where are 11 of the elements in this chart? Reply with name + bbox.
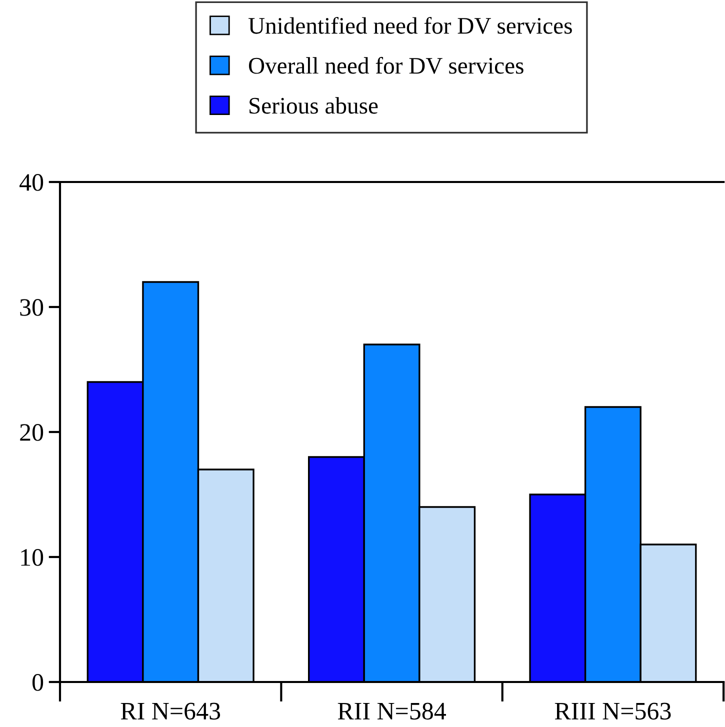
y-tick-label: 10	[21, 549, 44, 566]
legend-label: Serious abuse	[250, 97, 378, 114]
x-tick-label: RIII N=563	[554, 702, 671, 720]
legend-label: Unidentified need for DV services	[248, 16, 572, 34]
y-tick-label: 20	[20, 424, 44, 441]
legend-label: Overall need for DV services	[248, 56, 524, 74]
x-tick-label: RI N=643	[120, 702, 220, 720]
y-tick-label: 0	[32, 674, 44, 691]
y-tick-label: 30	[20, 299, 44, 316]
x-tick-label: RII N=584	[338, 702, 446, 720]
y-tick-label: 40	[20, 174, 44, 191]
